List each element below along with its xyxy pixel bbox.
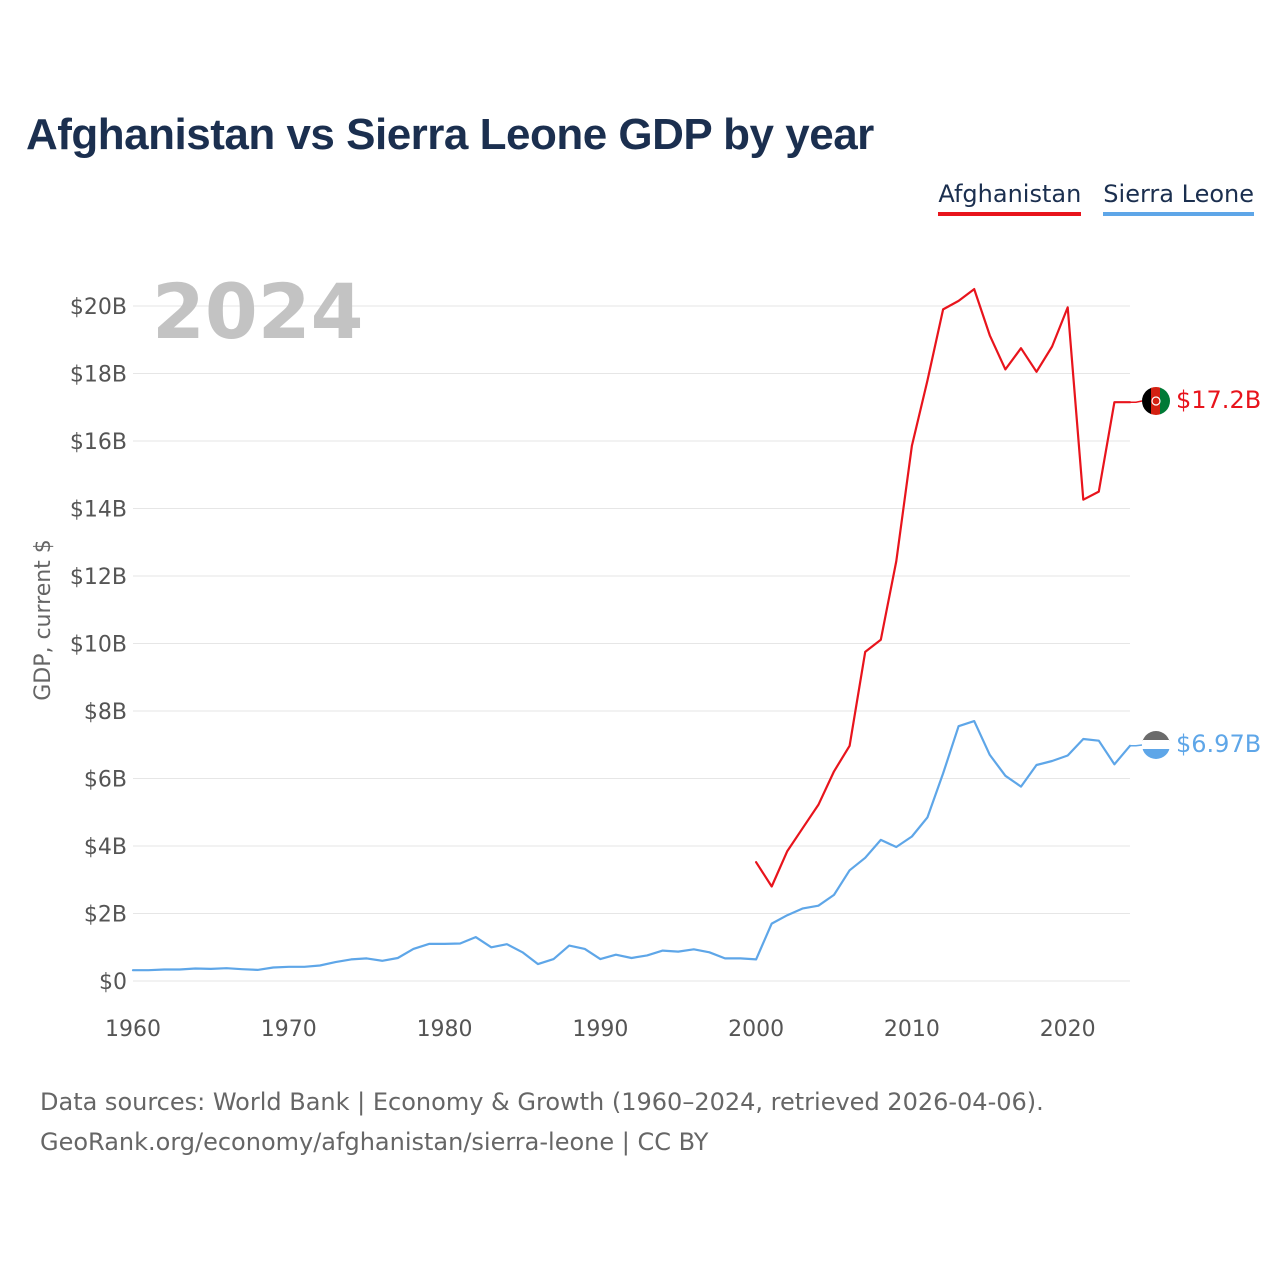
source-line-1: Data sources: World Bank | Economy & Gro…: [40, 1088, 1044, 1116]
x-tick-label: 1970: [261, 1017, 317, 1042]
x-tick-label: 1990: [572, 1017, 628, 1042]
year-watermark: 2024: [152, 267, 364, 356]
x-tick-label: 1980: [417, 1017, 473, 1042]
chart-title: Afghanistan vs Sierra Leone GDP by year: [26, 110, 874, 159]
sierra-leone-end-marker: $6.97B: [1130, 730, 1261, 759]
y-axis-label: GDP, current $: [31, 539, 56, 701]
y-tick-label: $2B: [84, 903, 127, 928]
x-tick-label: 2000: [728, 1017, 784, 1042]
data-source-note: Data sources: World Bank | Economy & Gro…: [40, 1082, 1044, 1162]
y-tick-label: $10B: [70, 633, 127, 658]
y-tick-label: $20B: [70, 295, 127, 320]
y-tick-label: $8B: [84, 700, 127, 725]
afghanistan-end-marker: $17.2B: [1130, 386, 1261, 415]
y-tick-label: $18B: [70, 363, 127, 388]
gridlines: [133, 305, 1130, 982]
sierra-leone-flag-icon: [1142, 731, 1170, 759]
y-axis-ticks: $0 $2B $4B $6B $8B $10B $12B $14B $16B $18B $20B: [70, 295, 127, 995]
gdp-line-chart: $0 $2B $4B $6B $8B $10B $12B $14B $16B $18B $20B 1…: [31, 267, 1261, 1042]
x-tick-label: 2010: [884, 1017, 940, 1042]
legend-item-sierra-leone[interactable]: Sierra Leone: [1103, 180, 1254, 216]
x-tick-label: 2020: [1040, 1017, 1096, 1042]
sierra-leone-end-value: $6.97B: [1176, 730, 1261, 758]
x-tick-label: 1960: [105, 1017, 161, 1042]
series-line-afghanistan[interactable]: [754, 288, 1132, 888]
source-line-2[interactable]: GeoRank.org/economy/afghanistan/sierra-l…: [40, 1128, 709, 1156]
y-tick-label: $4B: [84, 835, 127, 860]
y-tick-label: $14B: [70, 498, 127, 523]
afghanistan-flag-icon: [1142, 387, 1170, 415]
afghanistan-connector-line: [1130, 400, 1143, 403]
x-axis-ticks: 1960 1970 1980 1990 2000 2010 2020: [105, 1017, 1096, 1042]
series-lines: [131, 288, 1132, 972]
y-tick-label: $6B: [84, 768, 127, 793]
sierra-leone-connector-line: [1130, 744, 1143, 747]
series-line-sierra-leone[interactable]: [131, 719, 1132, 972]
legend: Afghanistan Sierra Leone: [938, 180, 1254, 216]
y-tick-label: $16B: [70, 430, 127, 455]
legend-item-afghanistan[interactable]: Afghanistan: [938, 180, 1082, 216]
afghanistan-end-value: $17.2B: [1176, 386, 1261, 414]
y-tick-label: $0: [99, 970, 127, 995]
y-tick-label: $12B: [70, 565, 127, 590]
